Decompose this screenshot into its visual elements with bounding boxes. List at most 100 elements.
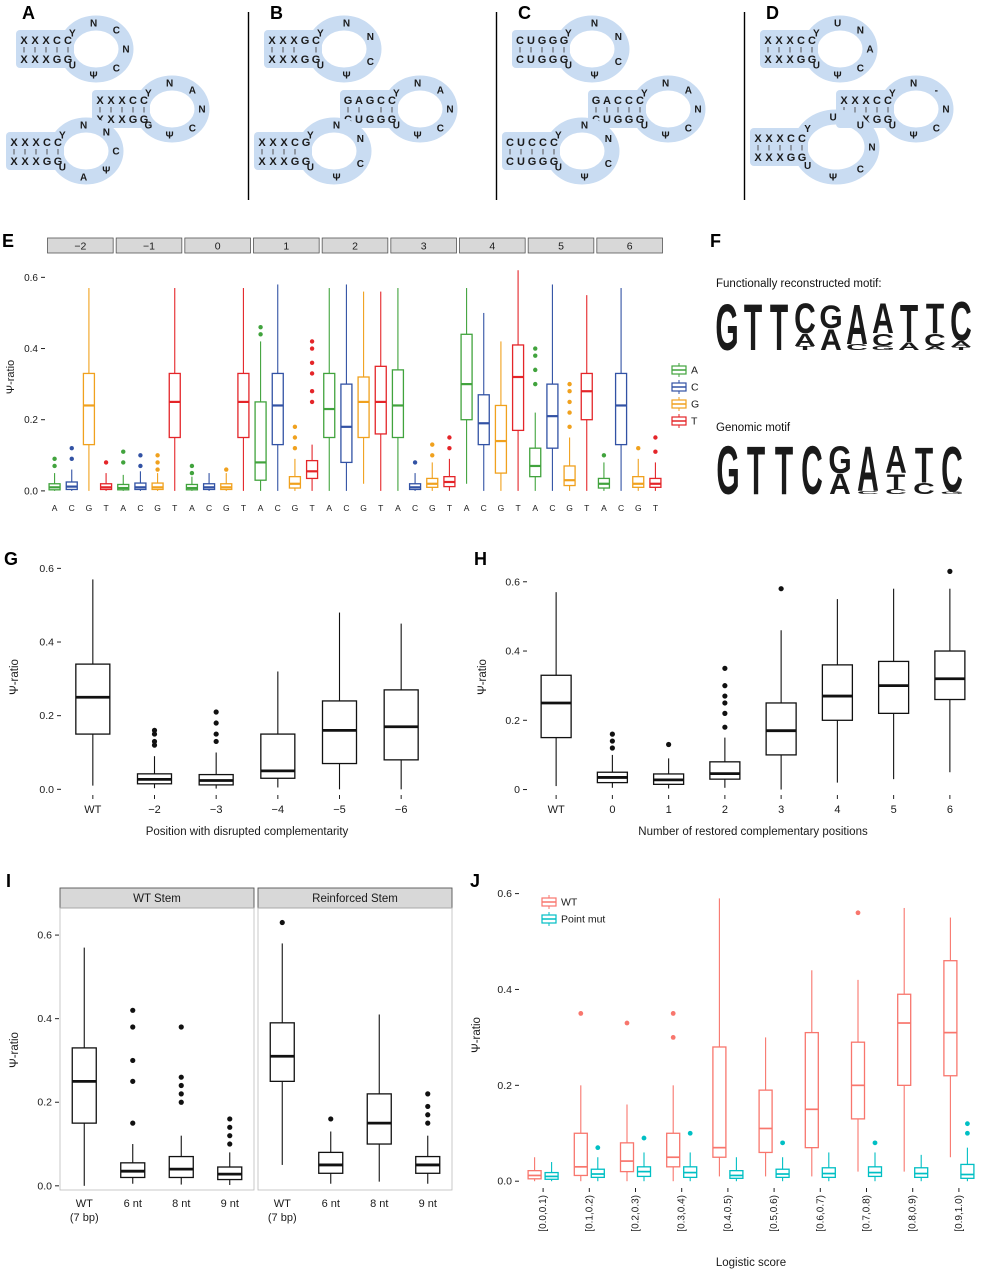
svg-text:1: 1 (666, 804, 672, 816)
svg-text:8 nt: 8 nt (172, 1198, 190, 1210)
outlier-point (567, 399, 572, 405)
svg-text:2: 2 (722, 804, 728, 816)
svg-text:G: G (129, 114, 138, 126)
svg-text:G: G (873, 114, 882, 126)
facet: 0 A C G T (184, 237, 251, 513)
outlier-point (178, 1074, 184, 1080)
svg-text:X: X (32, 137, 40, 149)
outlier-point (430, 442, 435, 447)
boxplot (260, 671, 296, 788)
outlier-point (722, 683, 728, 689)
y-axis: 0.0 0.2 0.4 0.6 (39, 563, 61, 796)
boxplot (652, 741, 685, 789)
svg-text:G: G (292, 503, 299, 513)
svg-text:X: X (32, 156, 40, 168)
stem-ribbon (588, 90, 646, 128)
svg-text:0.6: 0.6 (497, 888, 512, 900)
boxplot (217, 1116, 243, 1185)
svg-text:Ψ: Ψ (590, 70, 598, 81)
logo-letter: G (819, 299, 842, 335)
boxplot (636, 1135, 652, 1182)
boxplot (168, 1024, 194, 1185)
outlier-point (292, 424, 298, 430)
svg-text:C: C (437, 124, 444, 135)
svg-text:X: X (862, 95, 870, 107)
svg-text:C: C (388, 95, 396, 107)
svg-text:G: G (538, 54, 547, 66)
boxplot (596, 731, 629, 788)
logo-letter: T (770, 292, 788, 356)
svg-text:G: G (636, 114, 645, 126)
svg-text:X: X (10, 156, 18, 168)
svg-text:C: C (481, 503, 487, 513)
boxplot (120, 1007, 146, 1184)
boxplot (529, 346, 542, 491)
facet-strip (321, 237, 389, 254)
boxplot (943, 917, 958, 1158)
boxplot (573, 1011, 588, 1182)
svg-text:X: X (96, 95, 104, 107)
svg-text:G: G (592, 95, 601, 107)
boxplot (649, 435, 662, 491)
svg-text:0.0: 0.0 (24, 486, 38, 497)
boxplot (867, 1140, 883, 1182)
boxplot (65, 445, 78, 491)
svg-text:T: T (241, 503, 246, 513)
svg-text:G: G (366, 95, 375, 107)
logo-letter: A (857, 436, 879, 500)
boxplot (269, 919, 295, 1165)
svg-text:U: U (517, 137, 525, 149)
panel-g-chart: 0.0 0.2 0.4 0.6 Ψ-ratio WT −2 −3 −4 −5 −6 Position … (9, 563, 419, 838)
svg-text:9 nt: 9 nt (221, 1198, 239, 1210)
svg-text:N: N (910, 79, 917, 90)
svg-text:0.2: 0.2 (505, 715, 520, 727)
svg-text:N: N (868, 143, 875, 154)
svg-text:C: C (357, 159, 364, 170)
outlier-point (178, 1082, 184, 1089)
logo-letter: C (885, 487, 907, 495)
svg-text:G: G (429, 503, 436, 513)
stem-ribbon (254, 132, 312, 170)
svg-text:4: 4 (489, 241, 495, 253)
svg-text:4: 4 (834, 804, 840, 816)
svg-text:(7 bp): (7 bp) (268, 1212, 297, 1224)
boxplot (477, 312, 490, 491)
svg-text:X: X (765, 133, 773, 145)
svg-text:U: U (889, 121, 896, 132)
facet-strip (184, 237, 251, 254)
outlier-point (121, 460, 126, 465)
svg-text:Ψ-ratio: Ψ-ratio (471, 1017, 483, 1053)
svg-text:G: G (154, 503, 161, 513)
logo-letter: A (794, 331, 816, 350)
logo-letter: T (747, 436, 765, 500)
outlier-point (130, 1024, 136, 1030)
svg-text:G: G (312, 54, 321, 66)
svg-text:X: X (31, 54, 39, 66)
boxplot (321, 612, 358, 790)
boxplot (494, 341, 508, 491)
svg-text:C: C (64, 35, 72, 47)
boxplot (877, 588, 910, 780)
svg-text:A: A (326, 503, 332, 513)
svg-text:U: U (517, 156, 525, 168)
svg-text:N: N (343, 19, 350, 30)
boxplot (99, 460, 113, 491)
svg-text:G: G (344, 95, 353, 107)
svg-text:N: N (857, 25, 864, 36)
svg-text:A: A (355, 95, 363, 107)
panel-i-chart: 0.0 0.2 0.4 0.6 Ψ-ratio WT Stem WT (7 bp) 6 nt 8 … (9, 887, 453, 1224)
svg-text:Ψ: Ψ (580, 172, 588, 183)
outlier-point (130, 1057, 136, 1064)
svg-text:G: G (797, 54, 806, 66)
outlier-point (533, 353, 538, 358)
svg-text:U: U (393, 121, 400, 132)
outlier-point (52, 463, 57, 469)
svg-text:[0.0,0.1): [0.0,0.1) (538, 1195, 549, 1232)
svg-text:G: G (549, 54, 558, 66)
svg-text:N: N (694, 105, 701, 116)
outlier-point (213, 709, 219, 715)
outlier-point (328, 1116, 334, 1122)
svg-text:6 nt: 6 nt (322, 1198, 340, 1210)
boxplot (544, 1162, 559, 1182)
